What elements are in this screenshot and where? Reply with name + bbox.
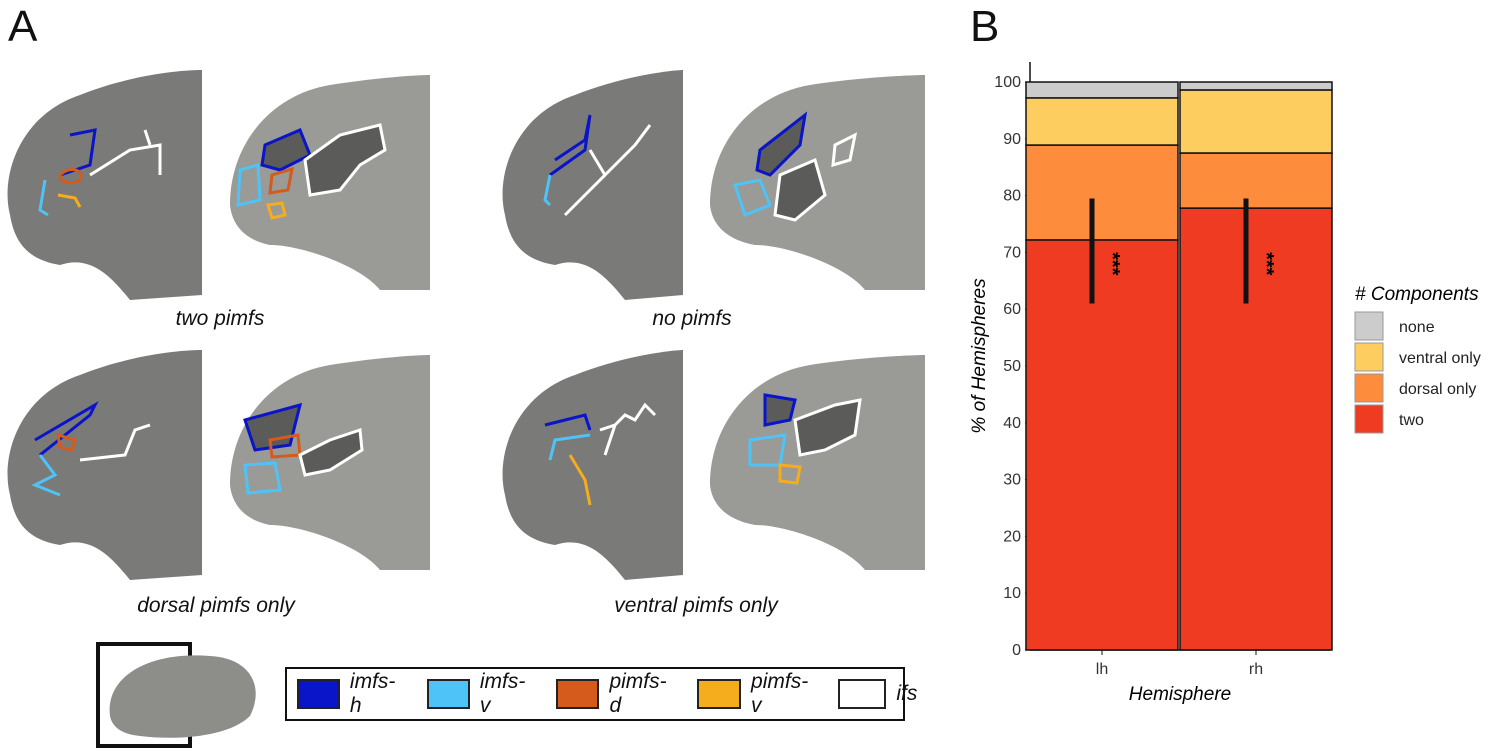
- legend-swatch: [297, 679, 340, 709]
- y-axis-title: % of Hemispheres: [969, 278, 990, 434]
- y-tick-label: 0: [1012, 642, 1021, 659]
- panel-label-b: B: [970, 2, 1000, 51]
- brain-image-two-pimfs: [7, 70, 430, 300]
- significance-label: ***: [1101, 252, 1123, 276]
- caption-dorsal-pimfs-only: dorsal pimfs only: [137, 594, 295, 617]
- legend-item-pimfs-d: pimfs-d: [556, 670, 671, 718]
- legend-label: ventral only: [1399, 350, 1481, 367]
- x-tick-label: lh: [1096, 661, 1108, 678]
- legend-label: imfs-v: [479, 670, 526, 717]
- y-tick-label: 30: [1003, 472, 1021, 489]
- legend-swatch-none: [1354, 311, 1384, 341]
- bar-segment-dorsal-only: [1025, 144, 1179, 241]
- bar-segment-two: [1025, 239, 1179, 651]
- legend-swatch: [556, 679, 600, 709]
- legend-swatch-two: [1354, 404, 1384, 434]
- y-tick-label: 100: [994, 74, 1021, 91]
- bar-segment-two: [1179, 207, 1333, 651]
- legend-swatch: [838, 679, 887, 709]
- caption-ventral-pimfs-only: ventral pimfs only: [614, 594, 778, 617]
- legend-label: dorsal only: [1399, 381, 1476, 398]
- y-tick-label: 10: [1003, 585, 1021, 602]
- x-axis-title: Hemisphere: [1129, 684, 1231, 705]
- legend-label: two: [1399, 412, 1424, 429]
- stacked-bar-chart: 0 10 20 30 40 50 60 70 80 90 100 lh rh *** *** Hemisphe…: [969, 62, 1481, 705]
- legend-label: pimfs-v: [751, 670, 809, 717]
- legend-item-imfs-v: imfs-v: [426, 670, 531, 718]
- y-tick-label: 50: [1003, 358, 1021, 375]
- legend-title: # Components: [1355, 284, 1479, 305]
- legend-label: pimfs-d: [609, 670, 667, 717]
- y-tick-label: 40: [1003, 415, 1021, 432]
- y-tick-label: 20: [1003, 528, 1021, 545]
- legend-swatch: [697, 679, 742, 709]
- legend-label: ifs: [896, 682, 918, 705]
- legend-label: imfs-h: [349, 670, 396, 717]
- bar-segment-none: [1179, 81, 1333, 91]
- y-tick-label: 80: [1003, 188, 1021, 205]
- y-tick-label: 60: [1003, 301, 1021, 318]
- legend-swatch-ventral-only: [1354, 342, 1384, 372]
- caption-no-pimfs: no pimfs: [652, 307, 732, 330]
- bar-segment-dorsal-only: [1179, 152, 1333, 209]
- brain-thumbnail: [96, 642, 256, 748]
- brain-thumbnail-image: [109, 655, 256, 738]
- brain-image-no-pimfs: [502, 70, 925, 300]
- legend-swatch: [426, 679, 470, 709]
- x-tick-label: rh: [1249, 661, 1263, 678]
- legend-item-imfs-h: imfs-h: [297, 670, 401, 718]
- panel-label-a: A: [8, 2, 38, 51]
- legend-label: none: [1399, 319, 1435, 336]
- bar-segment-ventral-only: [1025, 97, 1179, 146]
- significance-label: ***: [1255, 252, 1277, 276]
- caption-two-pimfs: two pimfs: [175, 307, 265, 330]
- bar-segment-none: [1025, 81, 1179, 99]
- legend-item-pimfs-v: pimfs-v: [697, 670, 812, 718]
- legend-item-ifs: ifs: [838, 679, 917, 709]
- y-tick-label: 90: [1003, 131, 1021, 148]
- bar-segment-ventral-only: [1179, 89, 1333, 154]
- brain-image-dorsal-pimfs-only: [7, 350, 430, 580]
- sulcus-legend: imfs-h imfs-v pimfs-d pimfs-v ifs: [285, 667, 917, 721]
- legend-swatch-dorsal-only: [1354, 373, 1384, 403]
- y-tick-label: 70: [1003, 244, 1021, 261]
- brain-image-ventral-pimfs-only: [502, 350, 925, 580]
